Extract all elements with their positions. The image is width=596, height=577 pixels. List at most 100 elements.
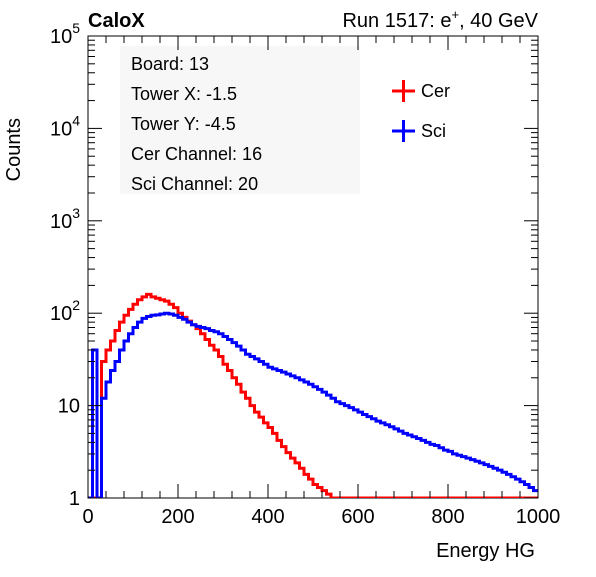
data-point-sci-67 xyxy=(390,425,393,428)
chart-title-left: CaloX xyxy=(88,10,145,32)
data-point-sci-6 xyxy=(116,360,119,363)
data-point-sci-5 xyxy=(111,369,114,372)
data-point-cer-41 xyxy=(273,432,276,435)
data-point-sci-58 xyxy=(350,406,353,409)
data-point-cer-78 xyxy=(440,497,443,498)
data-point-sci-83 xyxy=(462,455,465,458)
data-point-cer-50 xyxy=(314,483,317,486)
data-point-sci-10 xyxy=(134,326,137,329)
series-cer xyxy=(88,292,538,498)
data-point-sci-52 xyxy=(323,391,326,393)
x-tick-label-200: 200 xyxy=(161,506,194,528)
data-point-sci-50 xyxy=(314,385,317,388)
y-tick-exponent: 4 xyxy=(72,112,80,128)
data-point-cer-72 xyxy=(413,497,416,498)
data-point-cer-43 xyxy=(282,445,285,448)
data-point-sci-22 xyxy=(188,321,191,323)
data-point-sci-46 xyxy=(296,376,299,379)
data-point-sci-11 xyxy=(138,321,141,323)
data-point-sci-54 xyxy=(332,397,335,400)
x-tick-label-0: 0 xyxy=(82,506,93,528)
data-point-sci-80 xyxy=(449,450,452,453)
data-point-cer-49 xyxy=(309,478,312,480)
data-point-cer-28 xyxy=(215,349,218,351)
data-point-sci-63 xyxy=(372,417,375,420)
data-point-sci-94 xyxy=(512,475,515,478)
data-point-cer-45 xyxy=(291,457,294,459)
data-point-sci-32 xyxy=(233,341,236,344)
data-point-sci-12 xyxy=(143,317,146,320)
data-point-cer-19 xyxy=(174,306,177,309)
data-point-cer-26 xyxy=(206,338,209,341)
data-point-sci-9 xyxy=(129,332,132,335)
data-point-cer-67 xyxy=(390,497,393,498)
data-point-sci-28 xyxy=(215,330,218,333)
data-point-cer-3 xyxy=(102,360,105,363)
data-point-cer-44 xyxy=(287,451,290,454)
data-point-cer-12 xyxy=(143,296,146,298)
data-point-sci-76 xyxy=(431,443,434,446)
data-point-cer-7 xyxy=(120,321,123,323)
data-point-cer-75 xyxy=(426,497,429,498)
series-line-cer xyxy=(88,292,538,498)
chart-title-right-superscript: + xyxy=(451,7,459,22)
data-point-cer-4 xyxy=(107,349,110,351)
y-tick-label-1000: 103 xyxy=(50,205,80,233)
data-point-sci-37 xyxy=(255,358,258,360)
data-point-cer-18 xyxy=(170,303,173,306)
data-point-sci-72 xyxy=(413,435,416,438)
y-axis-label: Counts xyxy=(3,118,25,181)
data-point-sci-69 xyxy=(399,430,402,432)
data-point-sci-99 xyxy=(534,489,537,492)
data-point-sci-49 xyxy=(309,383,312,386)
data-point-sci-60 xyxy=(359,411,362,413)
info-box: Board: 13 Tower X: -1.5 Tower Y: -4.5 Ce… xyxy=(120,46,360,194)
x-tick-label-1000: 1000 xyxy=(516,506,561,528)
data-point-cer-61 xyxy=(363,497,366,498)
data-point-cer-62 xyxy=(368,497,371,498)
data-point-sci-66 xyxy=(386,423,389,426)
data-point-cer-35 xyxy=(246,397,249,400)
data-point-sci-33 xyxy=(237,345,240,347)
data-point-cer-92 xyxy=(503,497,506,498)
data-point-sci-48 xyxy=(305,381,308,383)
data-point-sci-16 xyxy=(161,313,164,315)
data-point-sci-44 xyxy=(287,373,290,375)
data-point-cer-58 xyxy=(350,497,353,498)
data-point-cer-16 xyxy=(161,298,164,301)
data-point-cer-42 xyxy=(278,439,281,442)
info-cer-channel: Cer Channel: 16 xyxy=(131,144,262,164)
series-layer xyxy=(88,292,538,498)
data-point-sci-53 xyxy=(327,394,330,396)
data-point-cer-68 xyxy=(395,497,398,498)
data-point-sci-95 xyxy=(516,478,519,480)
chart-title-right-suffix: , 40 GeV xyxy=(459,10,539,32)
data-point-sci-65 xyxy=(381,422,384,424)
chart-title-right: Run 1517: e+, 40 GeV xyxy=(342,7,538,32)
data-point-cer-86 xyxy=(476,497,479,498)
y-tick-label-100000: 105 xyxy=(50,20,80,48)
data-point-cer-89 xyxy=(489,497,492,498)
data-point-sci-27 xyxy=(210,329,213,332)
data-point-cer-5 xyxy=(111,340,114,342)
data-point-sci-47 xyxy=(300,379,303,381)
data-point-sci-8 xyxy=(125,340,128,342)
data-point-cer-38 xyxy=(260,416,263,418)
legend: Cer Sci xyxy=(386,70,476,154)
data-point-sci-4 xyxy=(107,381,110,383)
data-point-sci-31 xyxy=(228,338,231,341)
data-point-sci-45 xyxy=(291,375,294,377)
data-point-sci-61 xyxy=(363,413,366,416)
x-tick-label-800: 800 xyxy=(431,506,464,528)
info-box-background xyxy=(120,46,360,194)
data-point-cer-77 xyxy=(435,497,438,498)
data-point-sci-88 xyxy=(485,463,488,466)
data-point-sci-38 xyxy=(260,360,263,363)
data-point-sci-78 xyxy=(440,446,443,449)
data-point-cer-71 xyxy=(408,497,411,498)
data-point-cer-27 xyxy=(210,344,213,347)
data-point-cer-85 xyxy=(471,497,474,498)
data-point-sci-21 xyxy=(183,318,186,321)
